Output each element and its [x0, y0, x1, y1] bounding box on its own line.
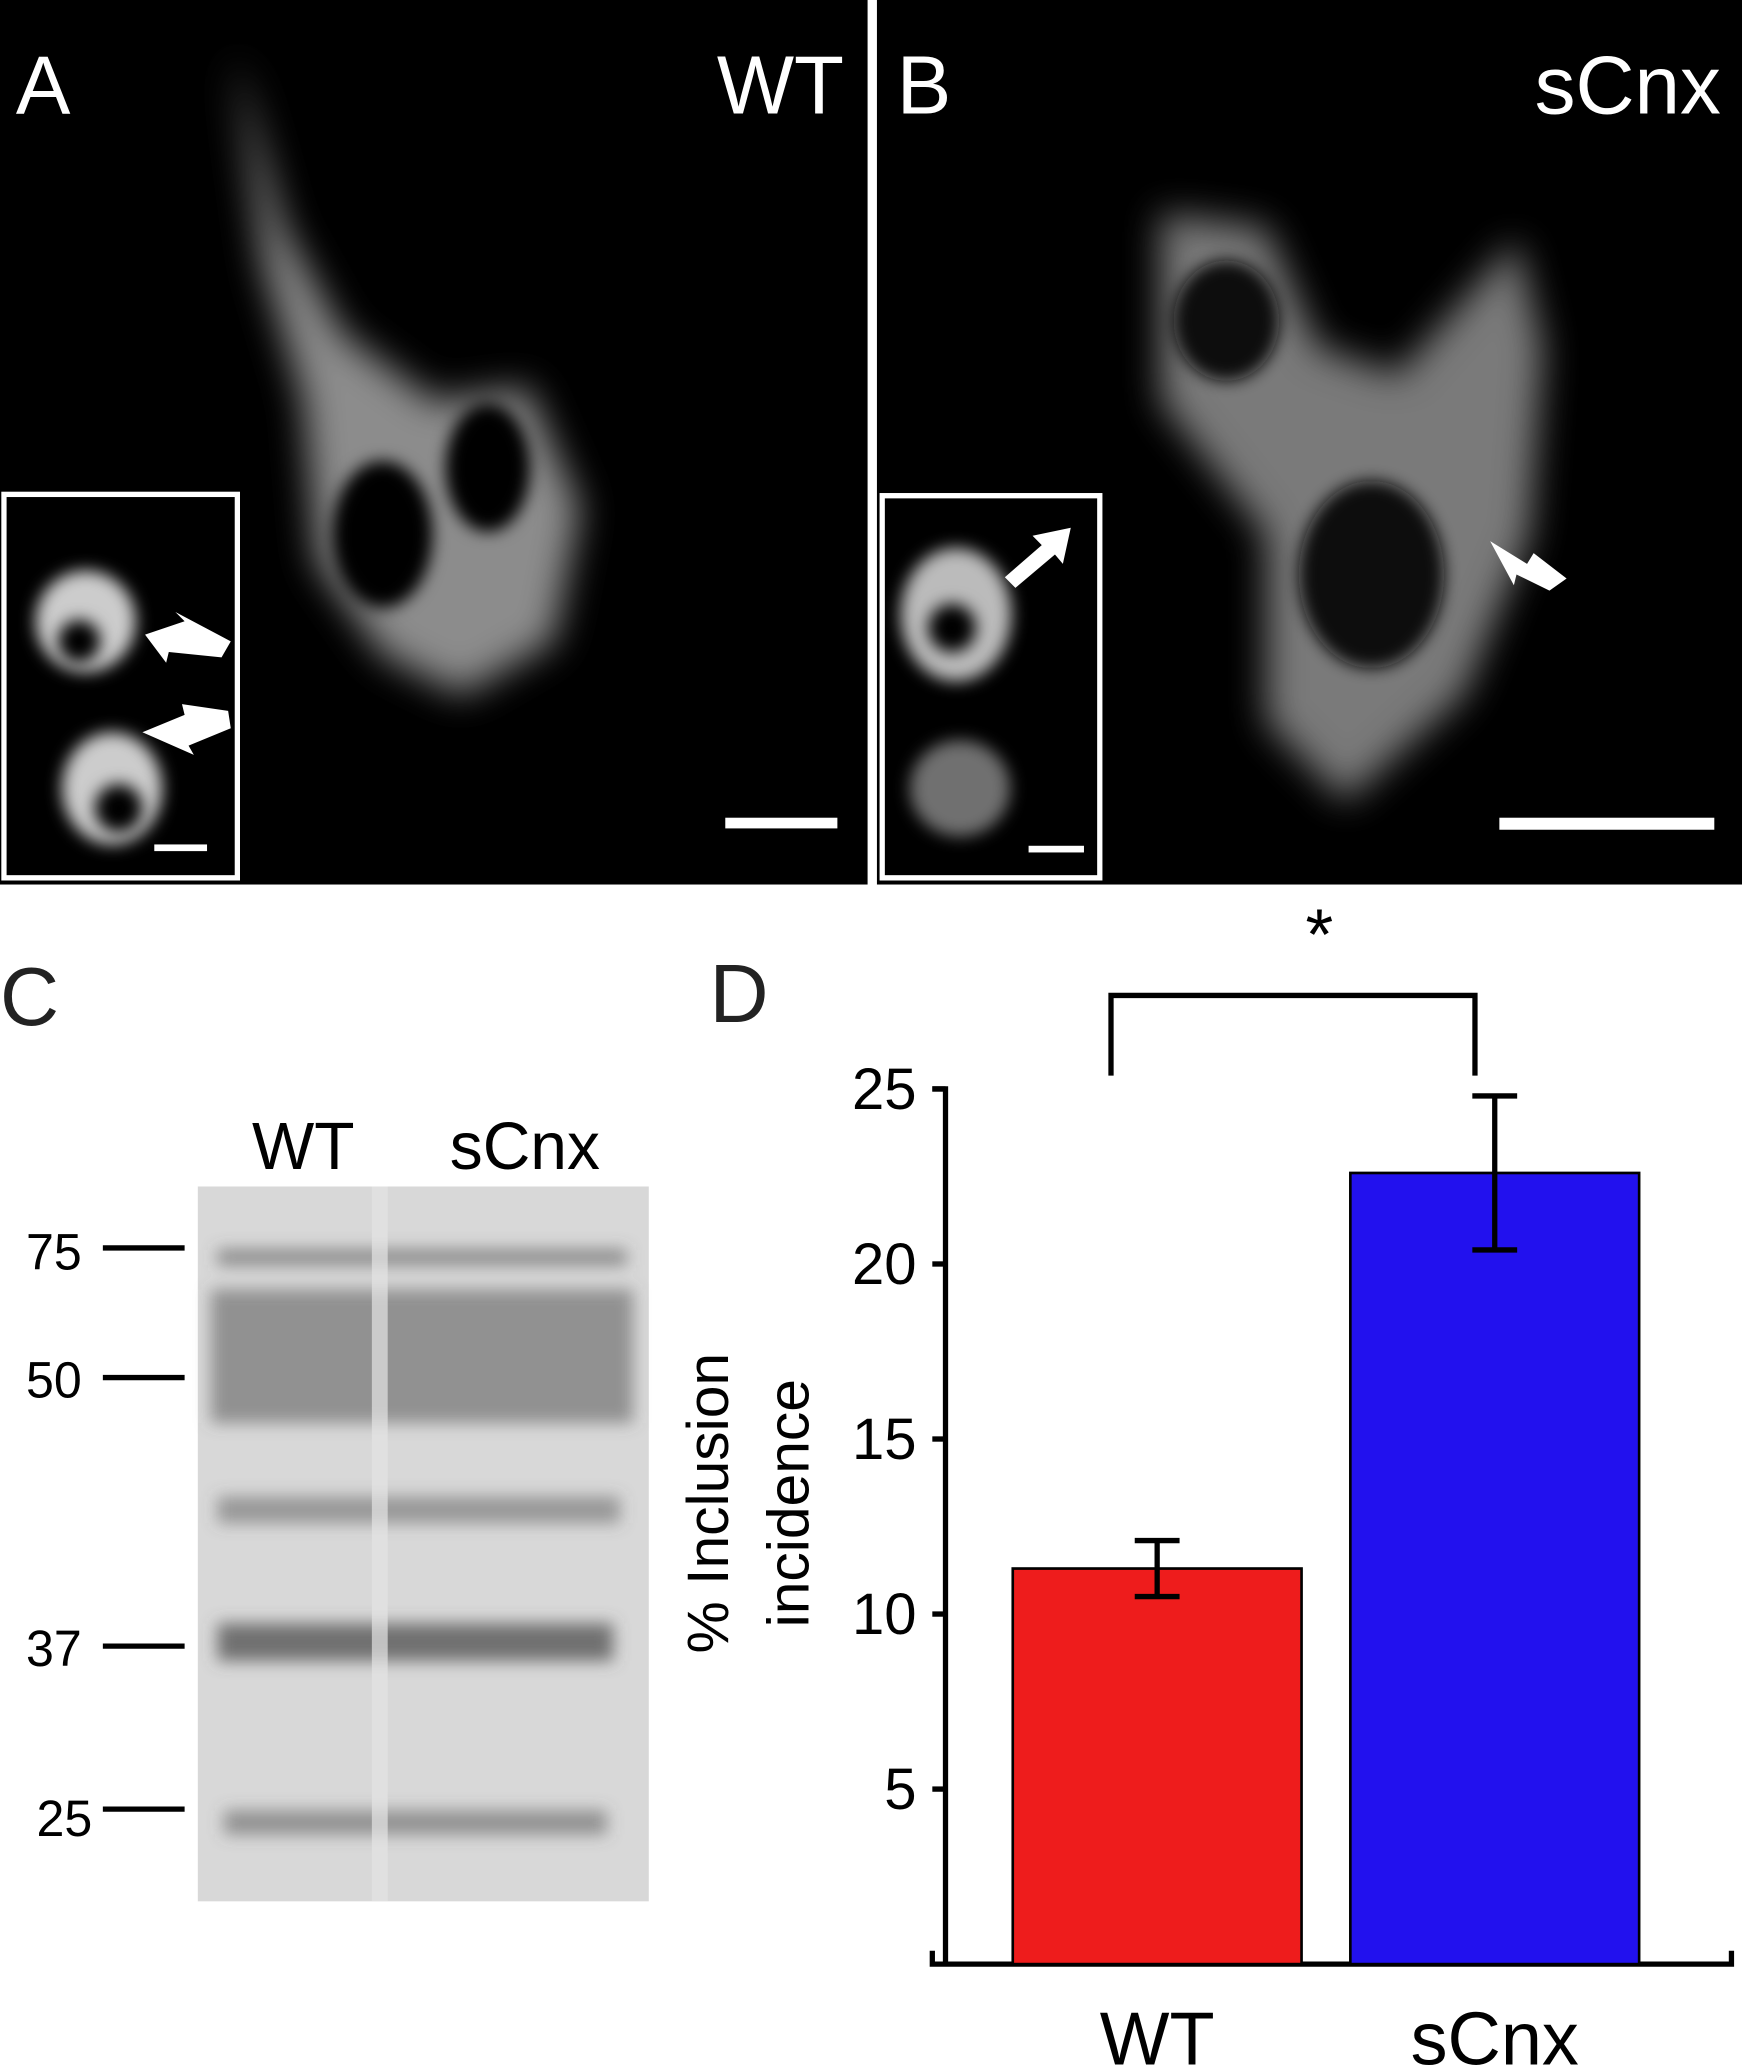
marker-label: 50 — [26, 1351, 82, 1408]
panel-c: C WT sCnx 75 50 37 25 — [0, 950, 649, 1902]
lane-label: sCnx — [450, 1110, 600, 1184]
x-tick-label: sCnx — [1411, 1997, 1579, 2067]
marker-label: 37 — [26, 1620, 82, 1677]
panel-label: A — [16, 39, 71, 132]
significance-marker: * — [1305, 895, 1333, 976]
panel-label: B — [897, 39, 952, 132]
marker-label: 75 — [26, 1223, 82, 1280]
x-axis — [929, 1950, 1735, 1967]
marker-label: 25 — [37, 1790, 93, 1847]
error-bar — [1472, 1093, 1518, 1253]
y-axis-label: incidence — [757, 1379, 822, 1627]
significance-bracket — [1108, 992, 1478, 1076]
panel-title: sCnx — [1535, 39, 1721, 132]
error-bar — [1134, 1537, 1180, 1600]
y-axis-label: % Inclusion — [676, 1353, 741, 1654]
x-tick-label: WT — [1100, 1997, 1215, 2067]
panel-label: C — [0, 950, 59, 1043]
panel-a: A WT — [0, 0, 868, 885]
bar — [1349, 1171, 1641, 1966]
bar-chart: 5 10 15 20 25 % Inclusion incidence WT sCnx * — [676, 895, 1735, 2067]
y-tick-label: 15 — [852, 1407, 917, 1472]
y-tick-label: 5 — [884, 1757, 916, 1822]
y-tick-label: 10 — [852, 1582, 917, 1647]
y-axis — [932, 1086, 949, 1965]
panel-b: B sCnx — [876, 0, 1742, 885]
panel-title: WT — [717, 39, 844, 132]
y-tick-label: 25 — [852, 1057, 917, 1122]
panel-label: D — [709, 948, 768, 1041]
lane-label: WT — [252, 1110, 354, 1184]
bar — [1011, 1567, 1303, 1966]
y-tick-label: 20 — [852, 1232, 917, 1297]
